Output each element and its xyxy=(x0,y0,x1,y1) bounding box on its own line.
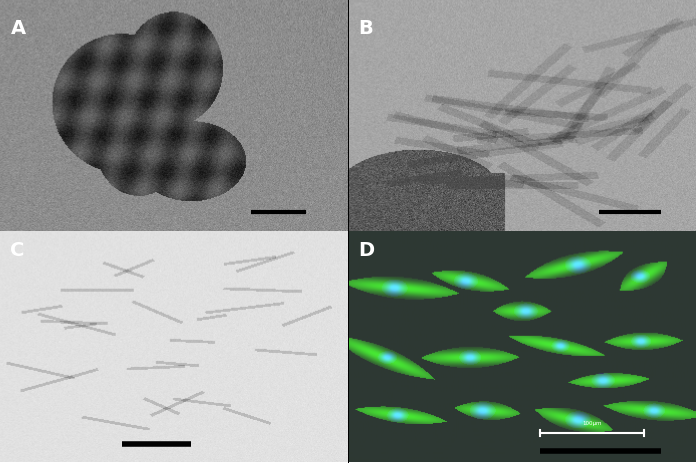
Text: A: A xyxy=(10,19,26,38)
Text: B: B xyxy=(358,19,373,38)
Text: D: D xyxy=(358,241,374,260)
Text: 100μm: 100μm xyxy=(583,420,602,425)
Text: C: C xyxy=(10,241,25,260)
